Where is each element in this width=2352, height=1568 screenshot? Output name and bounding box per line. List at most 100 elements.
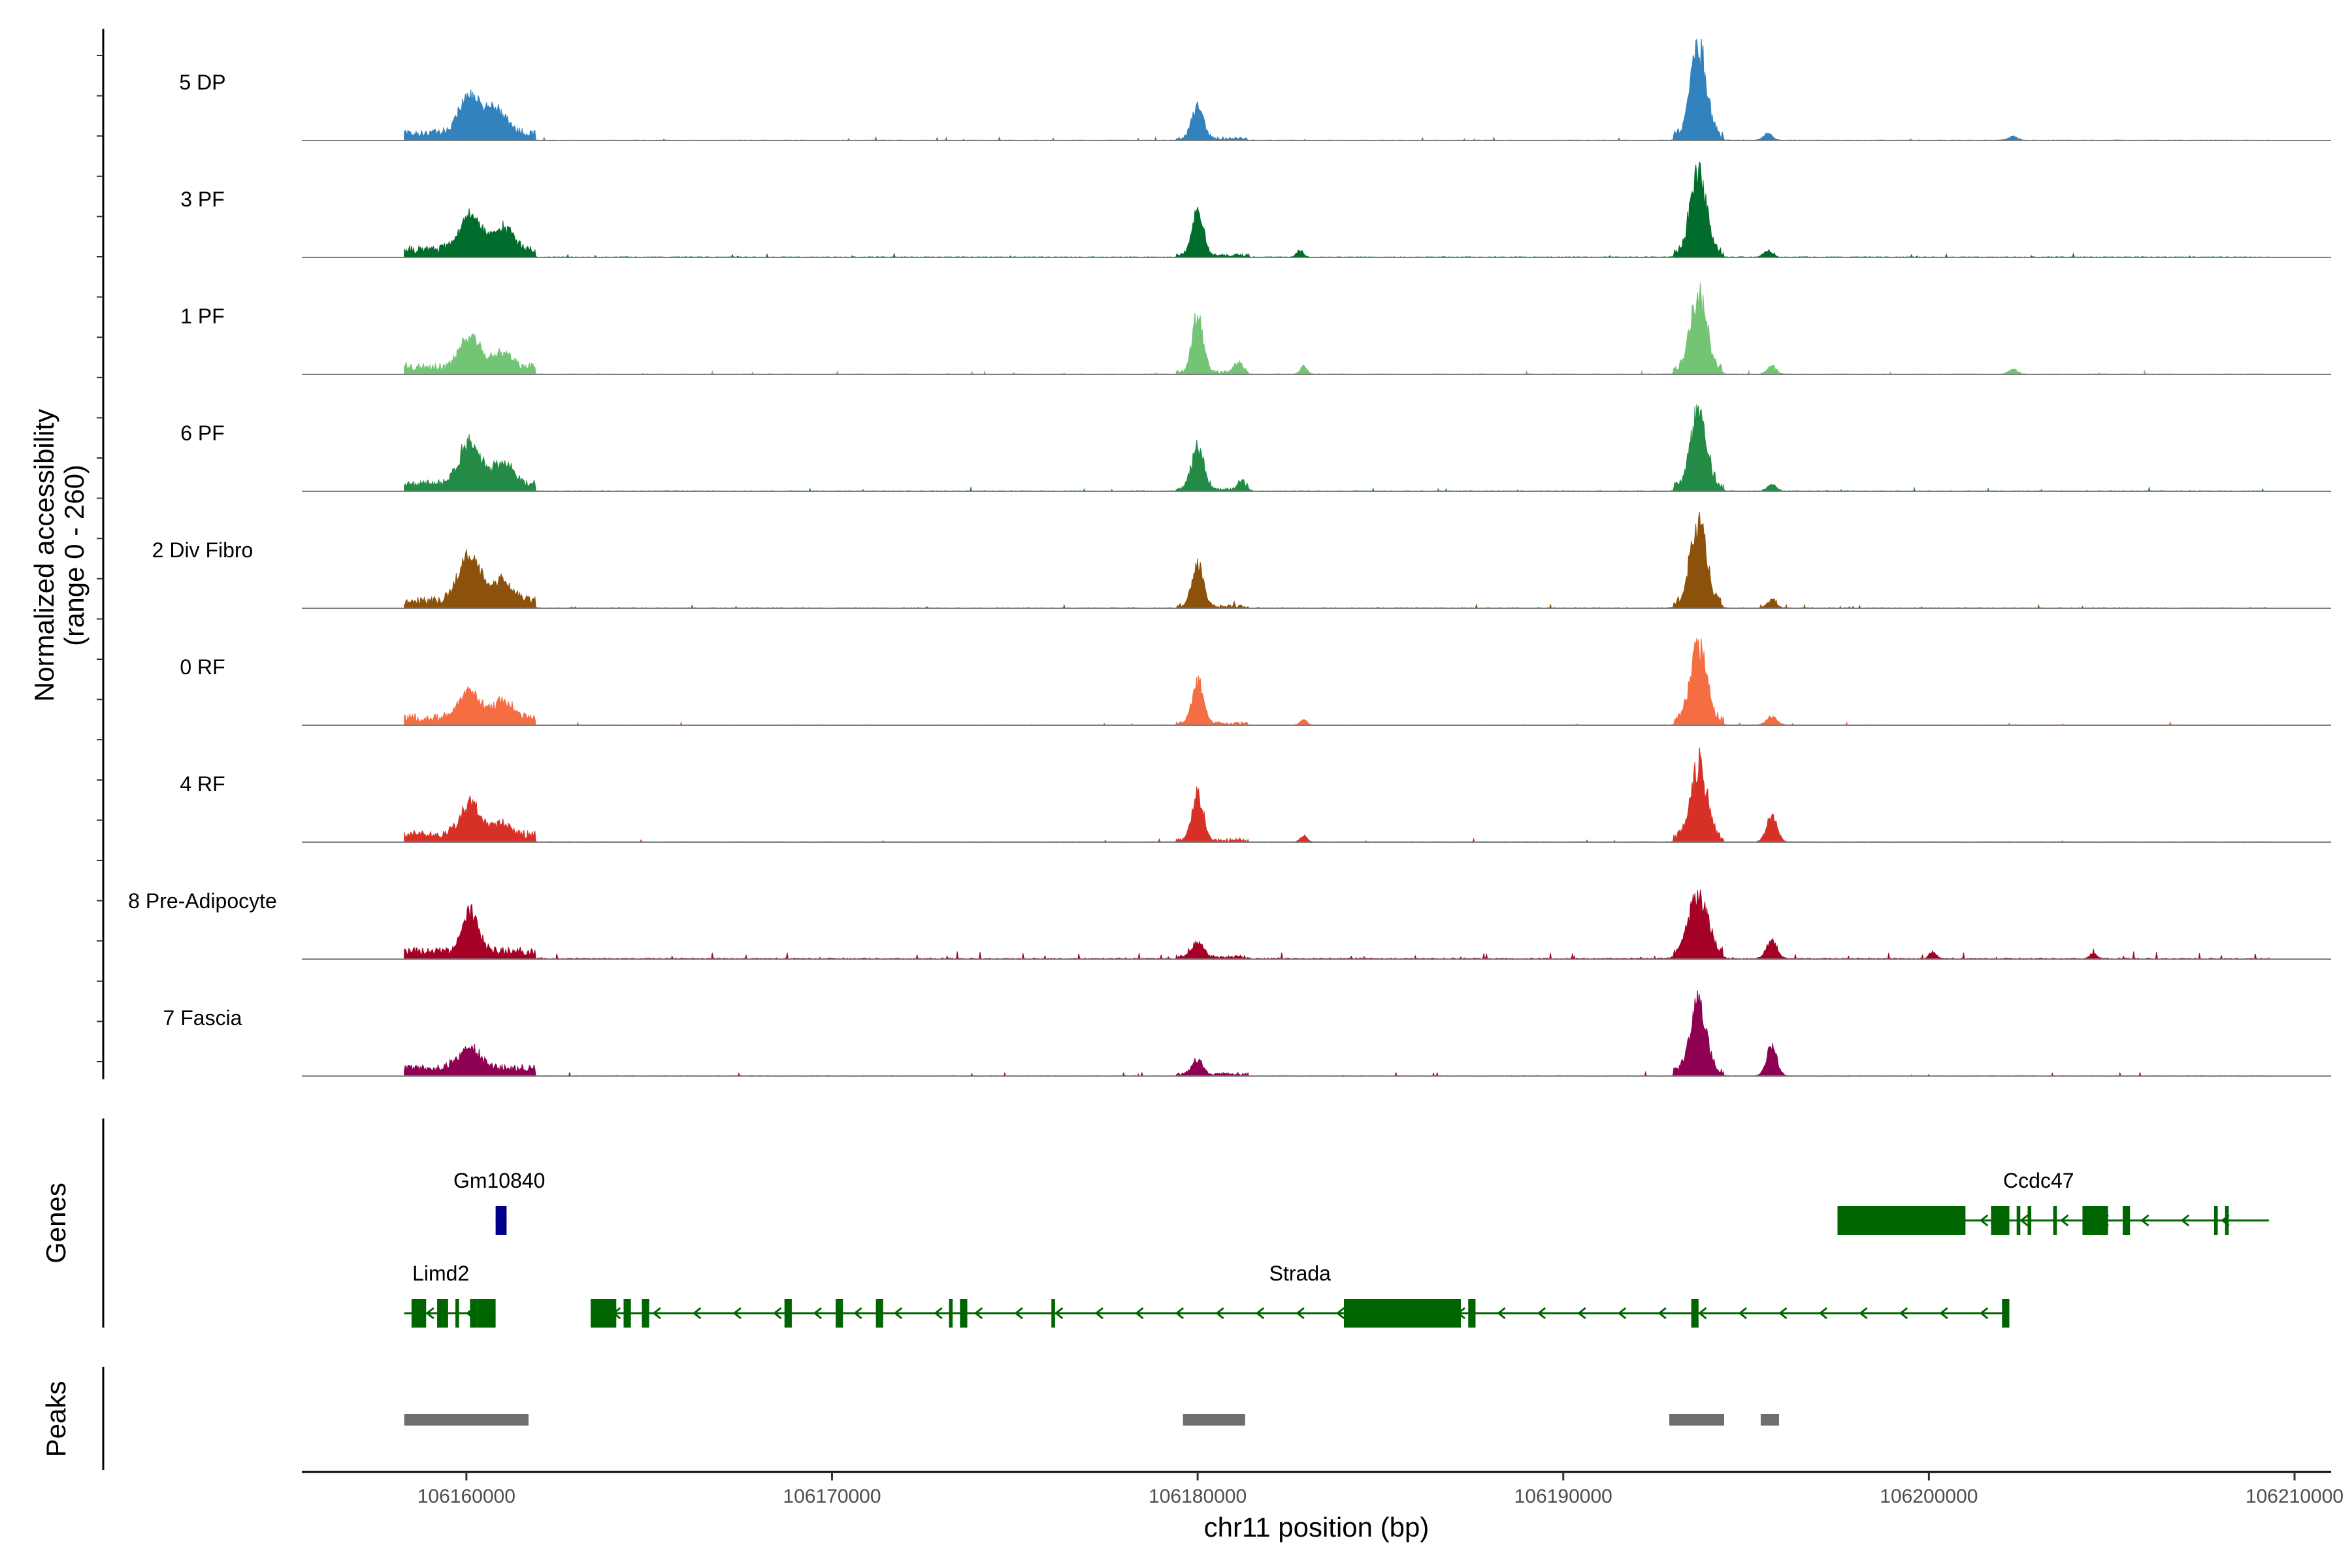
gene-strand-chevron: [2060, 1214, 2069, 1227]
peak-region: [1760, 1414, 1779, 1426]
gene-exon: [2123, 1206, 2131, 1235]
gene-exon: [875, 1299, 883, 1328]
gene-strand-chevron: [1617, 1307, 1627, 1320]
gene-exon: [2027, 1206, 2032, 1235]
genes-panel: Genes Gm10840 Ccdc47 Limd2 Strada: [41, 1119, 2269, 1328]
gene-strand-chevron: [1537, 1307, 1546, 1320]
gene-exon: [2082, 1206, 2108, 1235]
x-tick-label: 106170000: [783, 1486, 881, 1507]
x-tick-label: 106210000: [2246, 1486, 2344, 1507]
y-axis-title-line1: Normalized accessibility: [29, 409, 59, 702]
track-signal-area: [404, 282, 2270, 375]
coverage-y-axis: [97, 29, 105, 1079]
gene-strand-chevron: [813, 1307, 823, 1320]
peak-region: [1669, 1414, 1724, 1426]
gene-strand-chevron: [1054, 1307, 1064, 1320]
gene-strand-chevron: [893, 1307, 903, 1320]
genes-track-label: Genes: [41, 1183, 71, 1264]
track-label: 2 Div Fibro: [152, 538, 253, 562]
gene-strand-chevron: [1698, 1307, 1707, 1320]
gene-strada: Strada: [591, 1262, 2010, 1328]
peaks-panel: Peaks: [41, 1367, 1779, 1470]
gene-strand-chevron: [1979, 1214, 1989, 1227]
gene-exon: [2053, 1206, 2057, 1235]
track-8-pre-adipocyte: 8 Pre-Adipocyte: [128, 889, 2331, 960]
track-label: 8 Pre-Adipocyte: [128, 889, 277, 913]
track-label: 1 PF: [180, 304, 225, 328]
x-axis-title: chr11 position (bp): [1204, 1512, 1429, 1543]
peak-region: [404, 1414, 529, 1426]
y-axis-title: Normalized accessibility (range 0 - 260): [29, 409, 90, 702]
gene-strand-chevron: [934, 1307, 943, 1320]
gene-exon: [411, 1299, 427, 1328]
gene-exon: [437, 1299, 448, 1328]
track-signal-area: [404, 747, 2270, 843]
gene-label: Limd2: [412, 1262, 469, 1285]
track-6-pf: 6 PF: [180, 404, 2331, 492]
gene-strand-chevron: [652, 1307, 661, 1320]
gene-label: Gm10840: [453, 1169, 546, 1192]
gene-exon: [642, 1299, 649, 1328]
peak-regions: [404, 1414, 1779, 1426]
track-label: 3 PF: [180, 188, 225, 211]
gene-strand-chevron: [1296, 1307, 1305, 1320]
gene-strand-chevron: [1818, 1307, 1828, 1320]
gene-strand-chevron: [973, 1307, 983, 1320]
gene-exon: [1691, 1299, 1699, 1328]
gene-annotations: Gm10840 Ccdc47 Limd2 Strada: [404, 1169, 2269, 1328]
track-1-pf: 1 PF: [180, 282, 2331, 375]
track-signal-area: [404, 161, 2270, 258]
gene-strand-chevron: [2180, 1214, 2190, 1227]
peak-region: [1183, 1414, 1245, 1426]
gene-exon: [1468, 1299, 1476, 1328]
gene-strand-chevron: [1215, 1307, 1224, 1320]
gene-exon: [470, 1299, 478, 1328]
gene-exon: [784, 1299, 792, 1328]
gene-exon: [2016, 1206, 2021, 1235]
track-label: 7 Fascia: [163, 1006, 242, 1030]
gene-exon: [2002, 1299, 2010, 1328]
x-tick-label: 106180000: [1149, 1486, 1247, 1507]
x-tick-label: 106160000: [417, 1486, 515, 1507]
gene-exon: [1051, 1299, 1055, 1328]
gene-exon: [960, 1299, 968, 1328]
coverage-tracks: 5 DP 3 PF 1 PF 6 PF 2 Div Fibro 0 RF 4 RF 8 Pre…: [128, 39, 2331, 1077]
gene-exon: [591, 1299, 617, 1328]
gene-label: Ccdc47: [2003, 1169, 2074, 1192]
peaks-track-label: Peaks: [41, 1381, 71, 1458]
gene-strand-chevron: [1939, 1307, 1948, 1320]
track-label: 5 DP: [179, 71, 225, 94]
gene-exon: [2213, 1206, 2218, 1235]
gene-exon: [1837, 1206, 1966, 1235]
gene-strand-chevron: [1497, 1307, 1506, 1320]
gene-exon: [1991, 1206, 2010, 1235]
gene-strand-chevron: [1738, 1307, 1747, 1320]
gene-strand-chevron: [2140, 1214, 2149, 1227]
x-axis: 106160000 106170000 106180000 106190000 1062…: [302, 1471, 2344, 1543]
gene-limd2: Limd2: [404, 1262, 496, 1328]
gene-exon: [836, 1299, 843, 1328]
track-4-rf: 4 RF: [180, 747, 2331, 843]
gene-exon: [455, 1299, 459, 1328]
y-axis-title-line2: (range 0 - 260): [59, 465, 90, 646]
track-5-dp: 5 DP: [179, 39, 2331, 141]
track-7-fascia: 7 Fascia: [163, 990, 2331, 1077]
gene-strand-chevron: [1899, 1307, 1908, 1320]
gene-strand-chevron: [1577, 1307, 1586, 1320]
gene-strand-chevron: [425, 1307, 434, 1320]
gene-exon: [495, 1206, 507, 1235]
gene-strand-chevron: [1778, 1307, 1788, 1320]
track-signal-area: [404, 990, 2270, 1077]
gene-strand-chevron: [1094, 1307, 1103, 1320]
gene-exon: [949, 1299, 953, 1328]
gene-strand-chevron: [853, 1307, 862, 1320]
gene-exon: [623, 1299, 631, 1328]
track-0-rf: 0 RF: [180, 638, 2331, 726]
track-signal-area: [404, 404, 2270, 492]
gene-strand-chevron: [1014, 1307, 1023, 1320]
gene-strand-chevron: [1658, 1307, 1667, 1320]
gene-strand-chevron: [1979, 1307, 1989, 1320]
gene-gm10840: Gm10840: [453, 1169, 546, 1235]
track-signal-area: [404, 39, 2270, 141]
